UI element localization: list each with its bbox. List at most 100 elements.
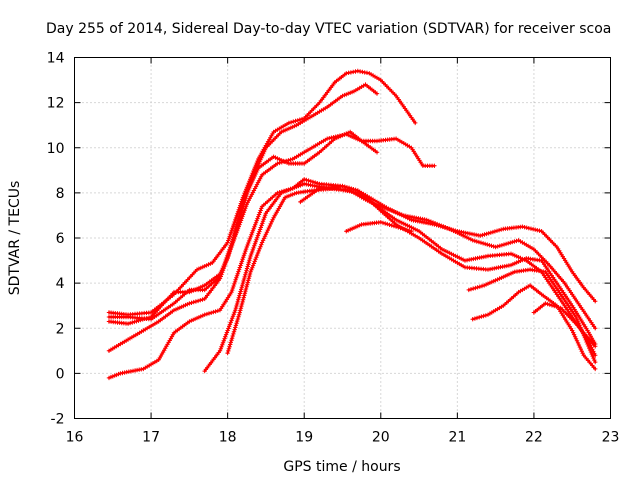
data-point xyxy=(250,265,255,270)
data-point xyxy=(244,284,249,289)
data-point xyxy=(587,345,592,351)
data-point xyxy=(471,286,476,291)
data-point xyxy=(221,338,226,343)
data-point xyxy=(220,342,225,347)
data-point xyxy=(496,228,502,233)
data-point xyxy=(230,287,235,293)
data-point xyxy=(193,299,199,304)
data-point xyxy=(238,208,243,213)
data-point xyxy=(351,187,356,192)
y-tick-label: 10 xyxy=(47,141,65,157)
data-point xyxy=(453,253,458,259)
data-point xyxy=(248,183,253,189)
data-point xyxy=(506,241,511,246)
data-point xyxy=(222,336,227,341)
data-point xyxy=(256,212,262,217)
data-point xyxy=(233,232,238,237)
data-point xyxy=(229,228,234,233)
data-point xyxy=(380,205,386,210)
data-point xyxy=(239,303,244,309)
data-point xyxy=(556,305,561,310)
data-point xyxy=(231,312,236,317)
data-point xyxy=(250,247,255,253)
data-point xyxy=(374,150,380,155)
data-point xyxy=(589,351,594,357)
data-point xyxy=(240,199,246,205)
data-point xyxy=(495,244,500,249)
data-point xyxy=(466,236,471,241)
data-point xyxy=(248,181,254,187)
data-point xyxy=(493,244,498,250)
data-point xyxy=(506,272,512,277)
data-point xyxy=(302,177,307,182)
data-point xyxy=(284,158,289,164)
data-point xyxy=(247,236,252,242)
data-point xyxy=(255,216,260,221)
data-point xyxy=(223,334,228,339)
data-point xyxy=(486,231,491,236)
data-point xyxy=(241,253,247,258)
data-point xyxy=(238,289,243,294)
data-point xyxy=(241,255,246,260)
data-point xyxy=(222,263,227,269)
data-point xyxy=(239,301,245,307)
data-point xyxy=(399,212,404,217)
data-point xyxy=(254,169,259,175)
data-point xyxy=(593,326,598,331)
data-point xyxy=(261,217,266,222)
data-point xyxy=(593,299,598,304)
data-point xyxy=(226,253,231,258)
data-point xyxy=(255,252,260,258)
data-point xyxy=(494,228,500,233)
data-point xyxy=(483,241,488,247)
data-point xyxy=(315,181,320,186)
data-point xyxy=(491,244,496,249)
data-point xyxy=(275,161,280,166)
data-point xyxy=(473,285,478,291)
data-point xyxy=(260,219,266,224)
data-point xyxy=(385,221,390,227)
data-point xyxy=(260,221,265,226)
data-point xyxy=(499,243,505,248)
data-point xyxy=(288,157,293,162)
data-point xyxy=(340,183,345,189)
data-point xyxy=(439,223,444,228)
data-point xyxy=(229,244,234,250)
y-tick-label: 12 xyxy=(47,96,65,112)
data-point xyxy=(292,185,297,190)
data-point xyxy=(249,232,254,237)
data-point xyxy=(254,237,259,242)
data-point xyxy=(344,185,350,190)
data-point xyxy=(238,218,244,223)
data-point xyxy=(237,310,242,315)
data-point xyxy=(250,177,256,183)
data-point xyxy=(198,265,203,271)
x-tick-label: 23 xyxy=(602,430,620,446)
series-track-3 xyxy=(106,129,437,326)
data-point xyxy=(432,221,438,226)
data-point xyxy=(243,286,249,292)
data-point xyxy=(239,259,245,264)
data-point xyxy=(227,322,233,327)
x-tick-label: 19 xyxy=(295,430,313,446)
data-point xyxy=(249,179,255,185)
data-point xyxy=(479,314,484,319)
data-point xyxy=(292,191,297,196)
data-point xyxy=(227,234,232,239)
data-point xyxy=(243,206,248,211)
data-point xyxy=(246,238,252,244)
data-point xyxy=(231,221,237,227)
data-point xyxy=(391,223,397,229)
data-point xyxy=(493,278,498,283)
data-point xyxy=(230,240,236,246)
data-point xyxy=(204,311,210,317)
data-point xyxy=(235,271,240,276)
data-point xyxy=(206,311,212,316)
data-point xyxy=(441,224,446,229)
data-point xyxy=(395,210,400,216)
data-point xyxy=(428,219,434,224)
data-point xyxy=(187,301,192,306)
x-tick-label: 20 xyxy=(372,430,390,446)
data-point xyxy=(227,324,232,329)
